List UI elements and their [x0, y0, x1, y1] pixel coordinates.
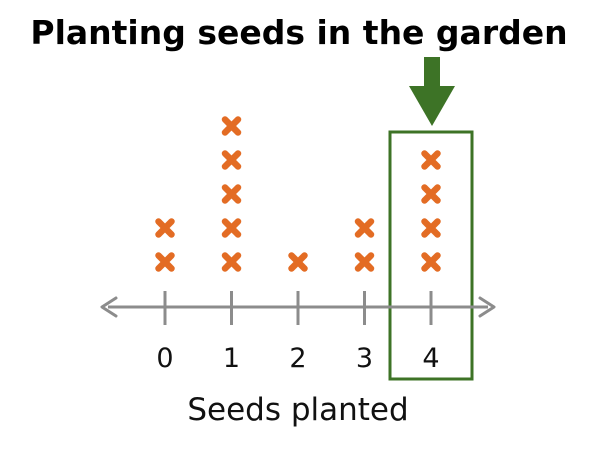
x-marker: [221, 150, 242, 170]
x-marker: [155, 252, 175, 272]
right-arrow-icon: [478, 296, 496, 318]
tick-marks: [163, 291, 433, 325]
highlight-box: [388, 130, 474, 381]
x-marker: [421, 252, 441, 272]
x-marker: [221, 184, 242, 204]
x-marker: [221, 252, 242, 272]
x-marker: [288, 252, 308, 272]
tick-label: 2: [289, 343, 306, 374]
highlight-arrow-icon: [409, 57, 455, 126]
x-marker: [354, 252, 375, 272]
data-markers: [155, 116, 441, 272]
tick-label: 0: [156, 343, 173, 374]
x-marker: [421, 184, 441, 204]
x-marker: [221, 116, 242, 136]
x-marker: [155, 218, 175, 238]
x-axis-title: Seeds planted: [187, 392, 408, 428]
tick-label: 4: [422, 343, 439, 374]
arrow-head: [409, 86, 455, 126]
x-marker: [221, 218, 242, 238]
x-marker: [354, 218, 375, 238]
x-marker: [421, 150, 441, 170]
tick-label: 3: [356, 343, 373, 374]
chart-title: Planting seeds in the garden: [30, 13, 567, 52]
left-arrow-icon: [100, 296, 118, 318]
arrow-shaft: [424, 57, 440, 87]
x-marker: [421, 218, 441, 238]
tick-labels: 0 1 2 3 4: [156, 343, 439, 374]
tick-label: 1: [223, 343, 240, 374]
